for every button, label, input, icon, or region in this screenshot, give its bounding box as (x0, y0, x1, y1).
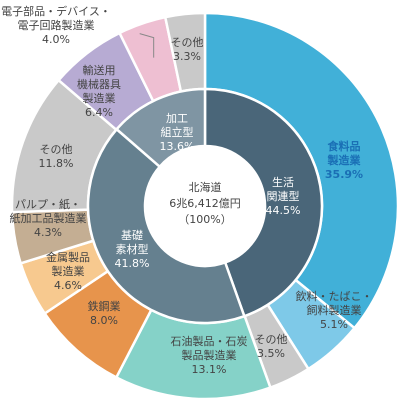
outer-label-3-value: 13.1% (192, 363, 227, 376)
center-total: 6兆6,412億円 (169, 197, 241, 210)
outer-label-0-value: 35.9% (325, 168, 363, 181)
outer-label-10-name-line-0: その他 (171, 36, 204, 49)
outer-label-9-value: 4.0% (42, 33, 70, 46)
outer-label-1-name-line-0: 飲料・たばこ・ (296, 289, 373, 303)
outer-label-4-value: 8.0% (90, 314, 118, 327)
outer-label-1-name-line-1: 飼料製造業 (307, 303, 362, 317)
outer-label-5-name-line-0: 金属製品 (46, 250, 90, 264)
outer-label-7-name-line-0: その他 (40, 143, 73, 156)
outer-label-7-value: 11.8% (39, 157, 74, 170)
outer-label-8-name-line-2: 製造業 (83, 91, 116, 105)
inner-slice-1 (86, 127, 246, 325)
outer-label-1-value: 5.1% (320, 318, 348, 331)
outer-label-6-name-line-1: 紙加工品製造業 (10, 211, 87, 225)
center-label: 北海道 6兆6,412億円 （100%） (169, 180, 241, 226)
center-percent: （100%） (178, 213, 231, 226)
leader-lines (139, 33, 155, 58)
outer-label-8-name-line-1: 機械器具 (77, 77, 121, 91)
inner-label-0-value: 44.5% (266, 204, 301, 217)
outer-label-6-value: 4.3% (34, 226, 62, 239)
inner-label-2-name-line-1: 組立型 (161, 125, 194, 139)
outer-label-0-name-line-0: 食料品 (328, 139, 361, 153)
outer-label-5-name-line-1: 製造業 (52, 264, 85, 278)
inner-label-1-name-line-1: 素材型 (116, 242, 149, 256)
outer-label-2-value: 3.5% (257, 347, 285, 360)
inner-label-0-name-line-1: 関連型 (267, 189, 300, 203)
outer-label-10-value: 3.3% (173, 50, 201, 63)
outer-label-6-name-line-0: パルプ・紙・ (15, 197, 81, 211)
center-disc (145, 146, 265, 266)
inner-label-2-name-line-0: 加工 (166, 112, 188, 125)
outer-label-8-value: 6.4% (85, 106, 113, 119)
outer-label-5-value: 4.6% (54, 279, 82, 292)
outer-label-0-name-line-1: 製造業 (327, 153, 362, 167)
outer-label-9-name-line-0: 電子部品・デバイス・ (1, 4, 111, 18)
outer-label-2-name-line-0: その他 (255, 333, 288, 346)
center-region: 北海道 (189, 180, 222, 194)
inner-ring (86, 87, 324, 325)
inner-label-2-value: 13.6% (160, 140, 195, 153)
inner-label-1-value: 41.8% (115, 257, 150, 270)
leader-line-electronics (139, 33, 155, 58)
outer-label-4-name-line-0: 鉄鋼業 (88, 299, 121, 313)
inner-label-0-name-line-0: 生活 (272, 175, 294, 189)
inner-label-1-name-line-0: 基礎 (121, 229, 143, 242)
outer-label-3-name-line-0: 石油製品・石炭 (171, 334, 248, 348)
outer-label-3-name-line-1: 製品製造業 (182, 348, 237, 362)
outer-label-9-name-line-1: 電子回路製造業 (18, 18, 95, 32)
outer-label-8-name-line-0: 輸送用 (83, 63, 116, 77)
